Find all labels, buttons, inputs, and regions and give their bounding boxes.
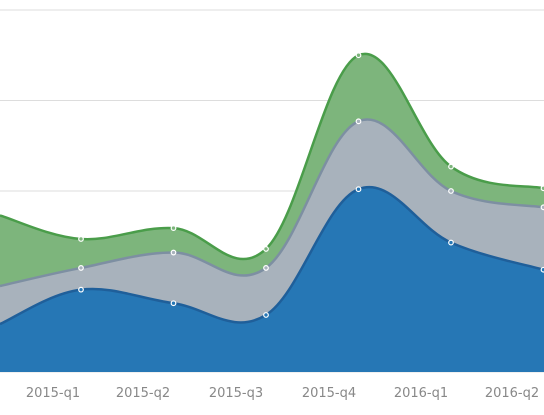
point-layer	[78, 52, 544, 318]
point-series-3-2015-q1	[78, 236, 84, 242]
point-series-1-2015-q3	[263, 312, 269, 318]
line-series-1	[0, 185, 544, 326]
point-series-2-2015-q4	[355, 118, 362, 125]
x-tick-label-2015-q2: 2015-q2	[116, 386, 170, 401]
point-series-1-2016-q1	[448, 239, 454, 246]
x-tick-label-2015-q3: 2015-q3	[209, 386, 263, 401]
area-series-3	[0, 53, 544, 287]
area-layer	[0, 53, 544, 372]
point-series-2-2015-q3	[263, 265, 269, 271]
line-series-2	[0, 118, 544, 288]
point-series-1-2015-q1	[78, 286, 84, 293]
area-series-1	[0, 187, 544, 372]
point-series-2-2015-q1	[78, 265, 84, 271]
x-axis: 2015-q1 2015-q2 2015-q3 2015-q4 2016-q1 2016-…	[26, 386, 539, 401]
point-series-3-2015-q4	[355, 52, 362, 59]
point-series-1-2015-q4	[355, 186, 362, 193]
x-tick-label-2016-q2: 2016-q2	[485, 386, 539, 401]
line-series-3	[0, 52, 544, 261]
x-tick-label-2016-q1: 2016-q1	[394, 386, 448, 401]
point-series-3-2016-q1	[448, 163, 454, 170]
line-layer	[0, 52, 544, 326]
point-series-2-2015-q2	[170, 249, 177, 256]
x-tick-label-2015-q1: 2015-q1	[26, 386, 80, 401]
area-series-2	[0, 119, 544, 325]
point-series-3-2015-q3	[263, 246, 269, 252]
point-series-3-2015-q2	[170, 225, 177, 232]
x-tick-label-2015-q4: 2015-q4	[302, 386, 356, 401]
point-series-2-2016-q1	[448, 188, 454, 194]
point-series-1-2015-q2	[170, 300, 177, 307]
